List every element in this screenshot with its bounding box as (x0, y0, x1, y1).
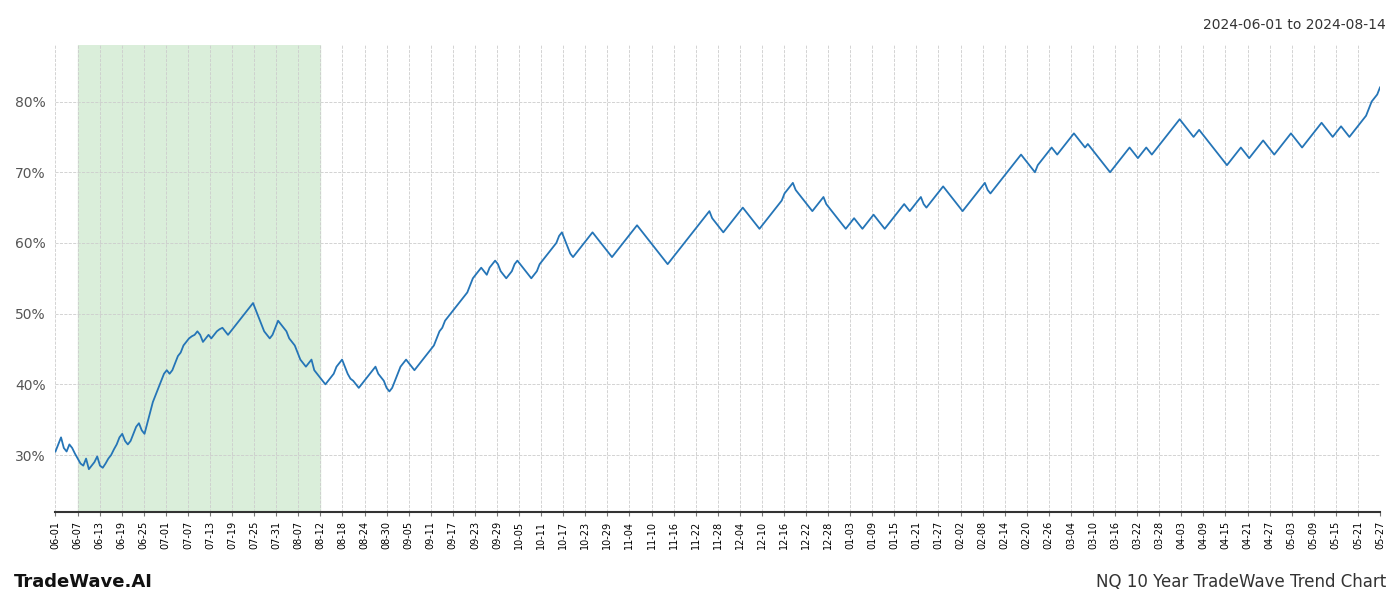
Text: NQ 10 Year TradeWave Trend Chart: NQ 10 Year TradeWave Trend Chart (1096, 573, 1386, 591)
Bar (77, 45, 321, 512)
Text: 2024-06-01 to 2024-08-14: 2024-06-01 to 2024-08-14 (1203, 18, 1386, 32)
Text: TradeWave.AI: TradeWave.AI (14, 573, 153, 591)
